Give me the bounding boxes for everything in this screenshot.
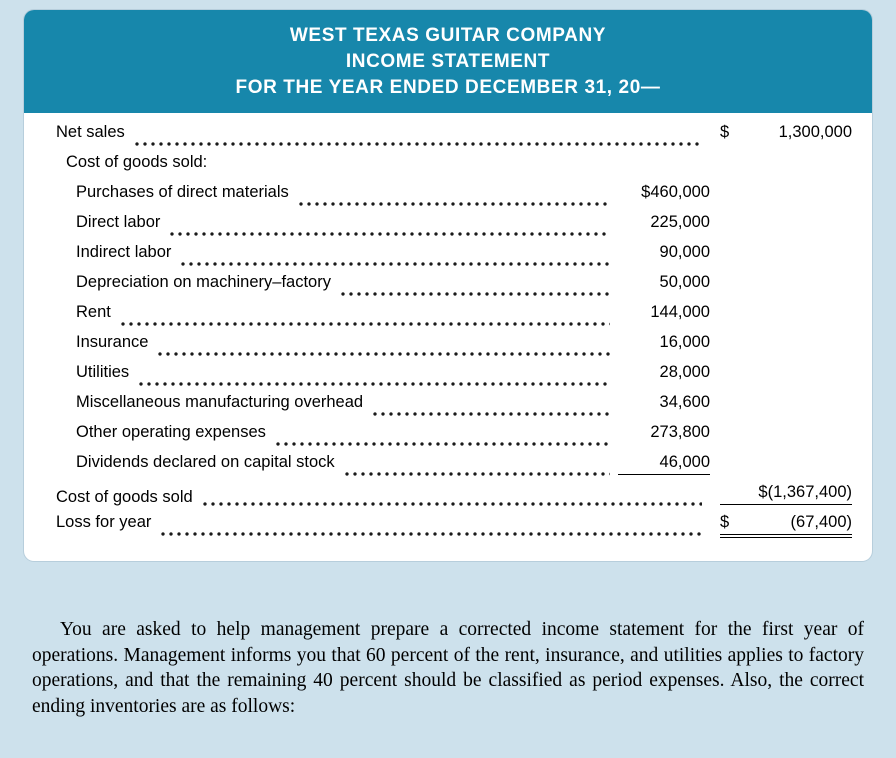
statement-row: Depreciation on machinery–factory 50,000: [40, 273, 852, 303]
statement-row: Net sales $1,300,000: [40, 123, 852, 153]
leader-dots: [200, 502, 702, 506]
statement-row: Direct labor 225,000: [40, 213, 852, 243]
statement-row: Purchases of direct materials $460,000: [40, 183, 852, 213]
amount-outer: [720, 317, 852, 319]
row-label: Loss for year: [56, 513, 152, 531]
statement-row: Cost of goods sold $(1,367,400): [40, 483, 852, 513]
amount-inner: 273,800: [618, 423, 710, 444]
amount-outer: [720, 377, 852, 379]
amount-value: (67,400): [790, 513, 852, 531]
amount-value: 273,800: [650, 423, 710, 441]
leader-dots: [156, 352, 610, 356]
row-label: Direct labor: [76, 213, 161, 231]
amount-value: 1,300,000: [778, 123, 852, 141]
row-label: Depreciation on machinery–factory: [76, 273, 331, 291]
amount-inner: 144,000: [618, 303, 710, 324]
row-label: Dividends declared on capital stock: [76, 453, 335, 471]
statement-row: Cost of goods sold:: [40, 153, 852, 183]
row-label: Insurance: [76, 333, 149, 351]
leader-dots: [215, 172, 844, 176]
leader-dots: [118, 322, 610, 326]
row-label: Net sales: [56, 123, 125, 141]
amount-inner: 90,000: [618, 243, 710, 264]
statement-row: Dividends declared on capital stock 46,0…: [40, 453, 852, 483]
amount-outer: [720, 407, 852, 409]
amount-value: 50,000: [659, 273, 710, 291]
amount-outer: $ (67,400): [720, 513, 852, 538]
amount-value: 46,000: [659, 453, 710, 471]
statement-row: Rent 144,000: [40, 303, 852, 333]
row-label: Cost of goods sold:: [66, 153, 208, 171]
amount-outer: [720, 467, 852, 469]
leader-dots: [338, 292, 610, 296]
leader-dots: [296, 202, 610, 206]
row-label: Indirect labor: [76, 243, 172, 261]
amount-outer: $(1,367,400): [720, 483, 852, 505]
leader-dots: [159, 532, 702, 536]
leader-dots: [273, 442, 610, 446]
amount-outer: [720, 287, 852, 289]
leader-dots: [132, 142, 702, 146]
currency-symbol: $: [720, 513, 730, 531]
amount-outer: [720, 437, 852, 439]
company-name: WEST TEXAS GUITAR COMPANY: [289, 25, 607, 46]
income-statement-card: WEST TEXAS GUITAR COMPANY INCOME STATEME…: [24, 10, 872, 561]
amount-outer: [720, 197, 852, 199]
amount-outer: [720, 227, 852, 229]
leader-dots: [342, 472, 610, 476]
amount-inner: 50,000: [618, 273, 710, 294]
amount-value: 16,000: [659, 333, 710, 351]
row-label: Cost of goods sold: [56, 488, 193, 506]
currency-symbol: $: [720, 123, 730, 141]
amount-outer: [720, 347, 852, 349]
amount-outer: [720, 257, 852, 259]
textbook-page: WEST TEXAS GUITAR COMPANY INCOME STATEME…: [0, 10, 896, 719]
leader-dots: [179, 262, 610, 266]
statement-period: FOR THE YEAR ENDED DECEMBER 31, 20—: [235, 77, 661, 98]
leader-dots: [137, 382, 610, 386]
amount-value: 34,600: [659, 393, 710, 411]
amount-value: 460,000: [650, 183, 710, 201]
amount-value: $(1,367,400): [758, 483, 852, 501]
amount-inner: 16,000: [618, 333, 710, 354]
statement-title: INCOME STATEMENT: [345, 51, 551, 72]
amount-value: 90,000: [659, 243, 710, 261]
amount-inner: 28,000: [618, 363, 710, 384]
amount-inner: $460,000: [618, 183, 710, 204]
row-label: Other operating expenses: [76, 423, 266, 441]
amount-value: 28,000: [659, 363, 710, 381]
amount-inner: 34,600: [618, 393, 710, 414]
leader-dots: [371, 412, 610, 416]
statement-row: Utilities 28,000: [40, 363, 852, 393]
row-label: Rent: [76, 303, 111, 321]
row-label: Purchases of direct materials: [76, 183, 289, 201]
problem-paragraph: You are asked to help management prepare…: [32, 619, 864, 717]
statement-header: WEST TEXAS GUITAR COMPANY INCOME STATEME…: [24, 10, 872, 113]
statement-row: Loss for year $ (67,400): [40, 513, 852, 543]
statement-row: Insurance 16,000: [40, 333, 852, 363]
amount-value: 225,000: [650, 213, 710, 231]
leader-dots: [168, 232, 610, 236]
currency-symbol: $: [641, 183, 651, 201]
amount-outer: $1,300,000: [720, 123, 852, 144]
amount-inner: 46,000: [618, 453, 710, 475]
amount-value: 144,000: [650, 303, 710, 321]
statement-rows: Net sales $1,300,000 Cost of goods sold:…: [24, 113, 872, 561]
statement-row: Other operating expenses 273,800: [40, 423, 852, 453]
statement-row: Indirect labor 90,000: [40, 243, 852, 273]
amount-inner: 225,000: [618, 213, 710, 234]
row-label: Utilities: [76, 363, 130, 381]
statement-row: Miscellaneous manufacturing overhead 34,…: [40, 393, 852, 423]
row-label: Miscellaneous manufacturing overhead: [76, 393, 364, 411]
